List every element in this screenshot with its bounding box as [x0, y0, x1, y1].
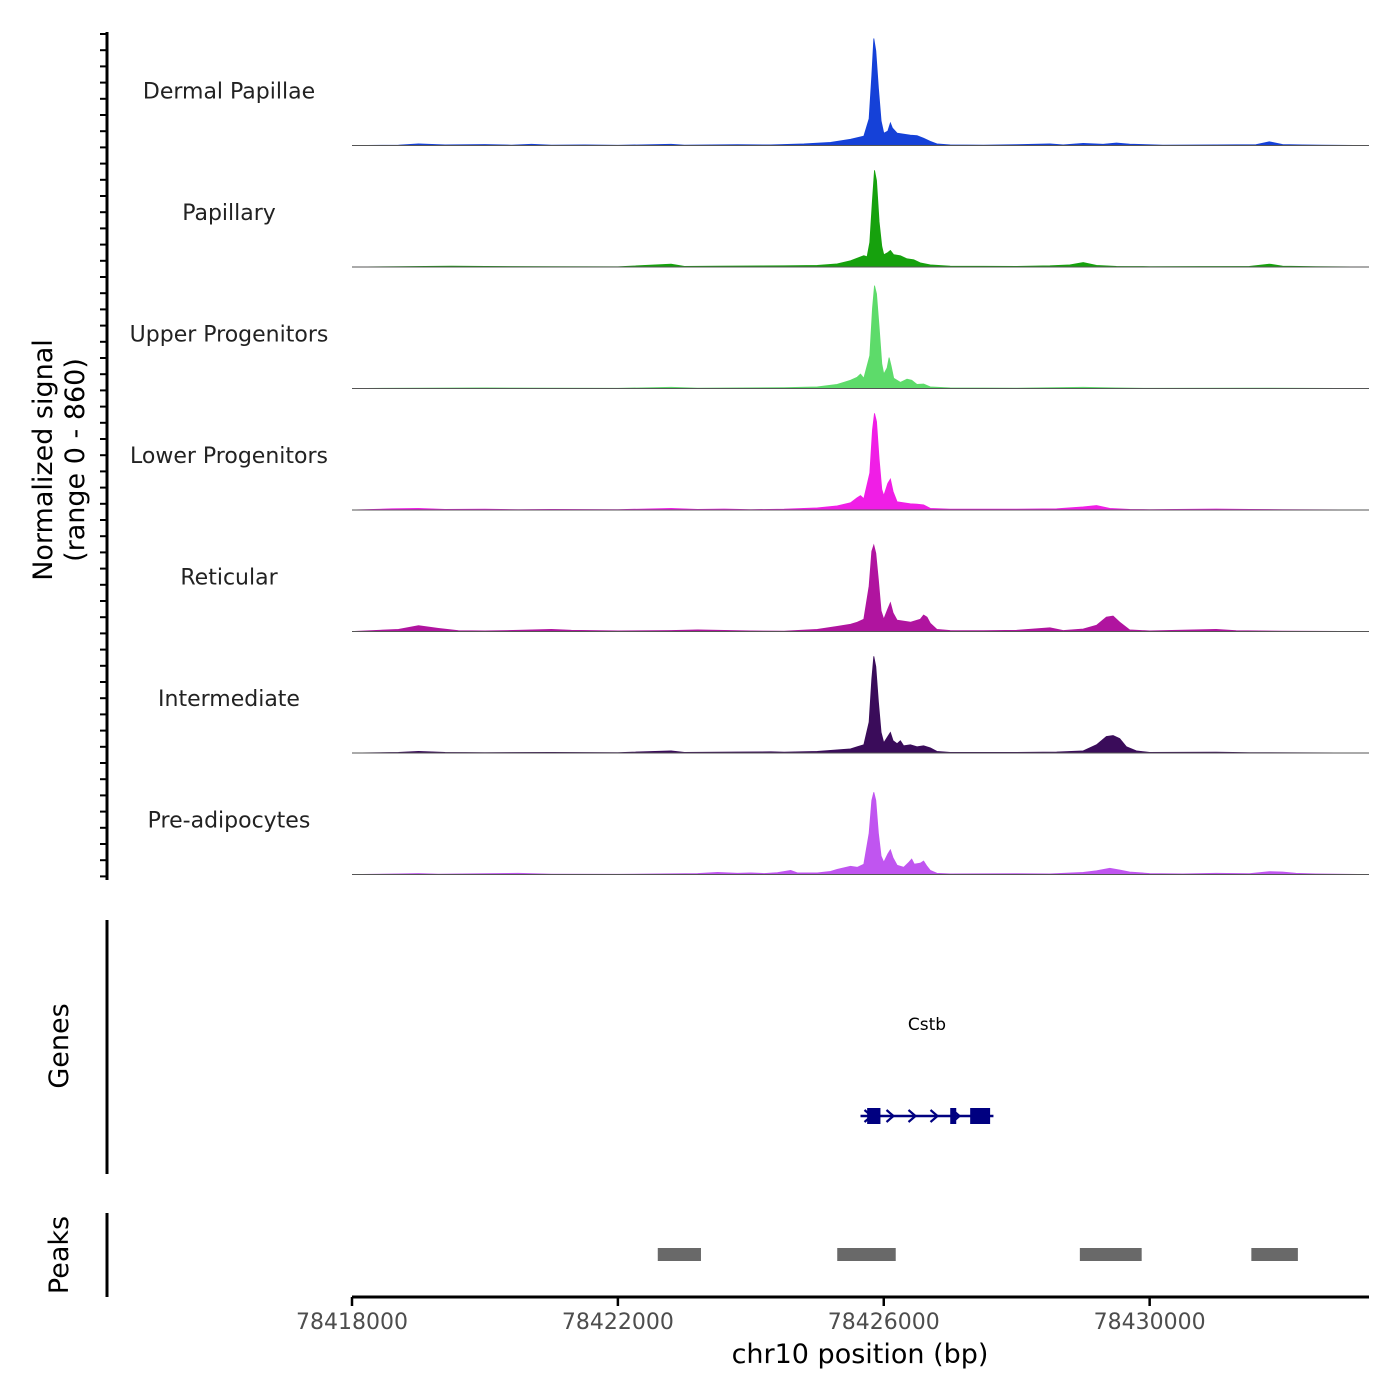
track-dermal-papillae: Dermal Papillae — [143, 38, 1370, 146]
track-label: Lower Progenitors — [130, 444, 328, 469]
track-upper-progenitors: Upper Progenitors — [130, 285, 1370, 389]
x-tick-label: 78422000 — [562, 1310, 674, 1335]
coverage-area — [351, 543, 1370, 632]
strand-arrow — [929, 1109, 940, 1123]
track-pre-adipocytes: Pre-adipocytes — [148, 792, 1370, 875]
x-axis-ticks: 78418000 78422000 78426000 78430000 — [296, 1297, 1206, 1335]
coverage-area — [351, 285, 1370, 389]
genes-track-label: Genes — [44, 1003, 75, 1088]
coverage-tracks: Dermal Papillae Papillary Upper Progenitor… — [130, 38, 1370, 875]
peak-region — [657, 1248, 701, 1261]
track-label: Upper Progenitors — [130, 323, 329, 348]
x-tick-label: 78430000 — [1094, 1310, 1206, 1335]
peak-region — [1079, 1248, 1142, 1261]
peak-region — [1251, 1248, 1298, 1261]
gene-cstb: Cstb — [860, 1015, 994, 1124]
peaks-track-label: Peaks — [44, 1216, 75, 1294]
y-axis-title-line2: (range 0 - 860) — [60, 358, 91, 562]
coverage-area — [351, 792, 1370, 875]
track-reticular: Reticular — [180, 543, 1370, 632]
coverage-area — [351, 413, 1370, 511]
coverage-area — [351, 656, 1370, 754]
x-tick-label: 78418000 — [296, 1310, 408, 1335]
x-axis-title: chr10 position (bp) — [732, 1339, 989, 1370]
track-intermediate: Intermediate — [158, 656, 1370, 754]
gene-exon — [950, 1108, 957, 1124]
track-label: Intermediate — [158, 687, 300, 712]
coverage-area — [351, 170, 1370, 268]
gene-track: Cstb — [860, 1015, 994, 1124]
gene-exon — [970, 1108, 991, 1124]
track-label: Dermal Papillae — [143, 80, 315, 105]
track-label: Pre-adipocytes — [148, 809, 311, 834]
gene-exon — [867, 1108, 881, 1124]
track-papillary: Papillary — [182, 170, 1370, 268]
x-tick-label: 78426000 — [828, 1310, 940, 1335]
peak-track — [657, 1248, 1298, 1261]
strand-arrow — [885, 1109, 896, 1123]
strand-arrow — [907, 1109, 918, 1123]
track-lower-progenitors: Lower Progenitors — [130, 413, 1370, 511]
track-label: Papillary — [182, 201, 276, 226]
coverage-area — [351, 38, 1370, 146]
peak-region — [837, 1248, 896, 1261]
gene-label: Cstb — [908, 1015, 946, 1035]
track-label: Reticular — [180, 566, 278, 591]
y-axis-title-line1: Normalized signal — [28, 339, 59, 581]
